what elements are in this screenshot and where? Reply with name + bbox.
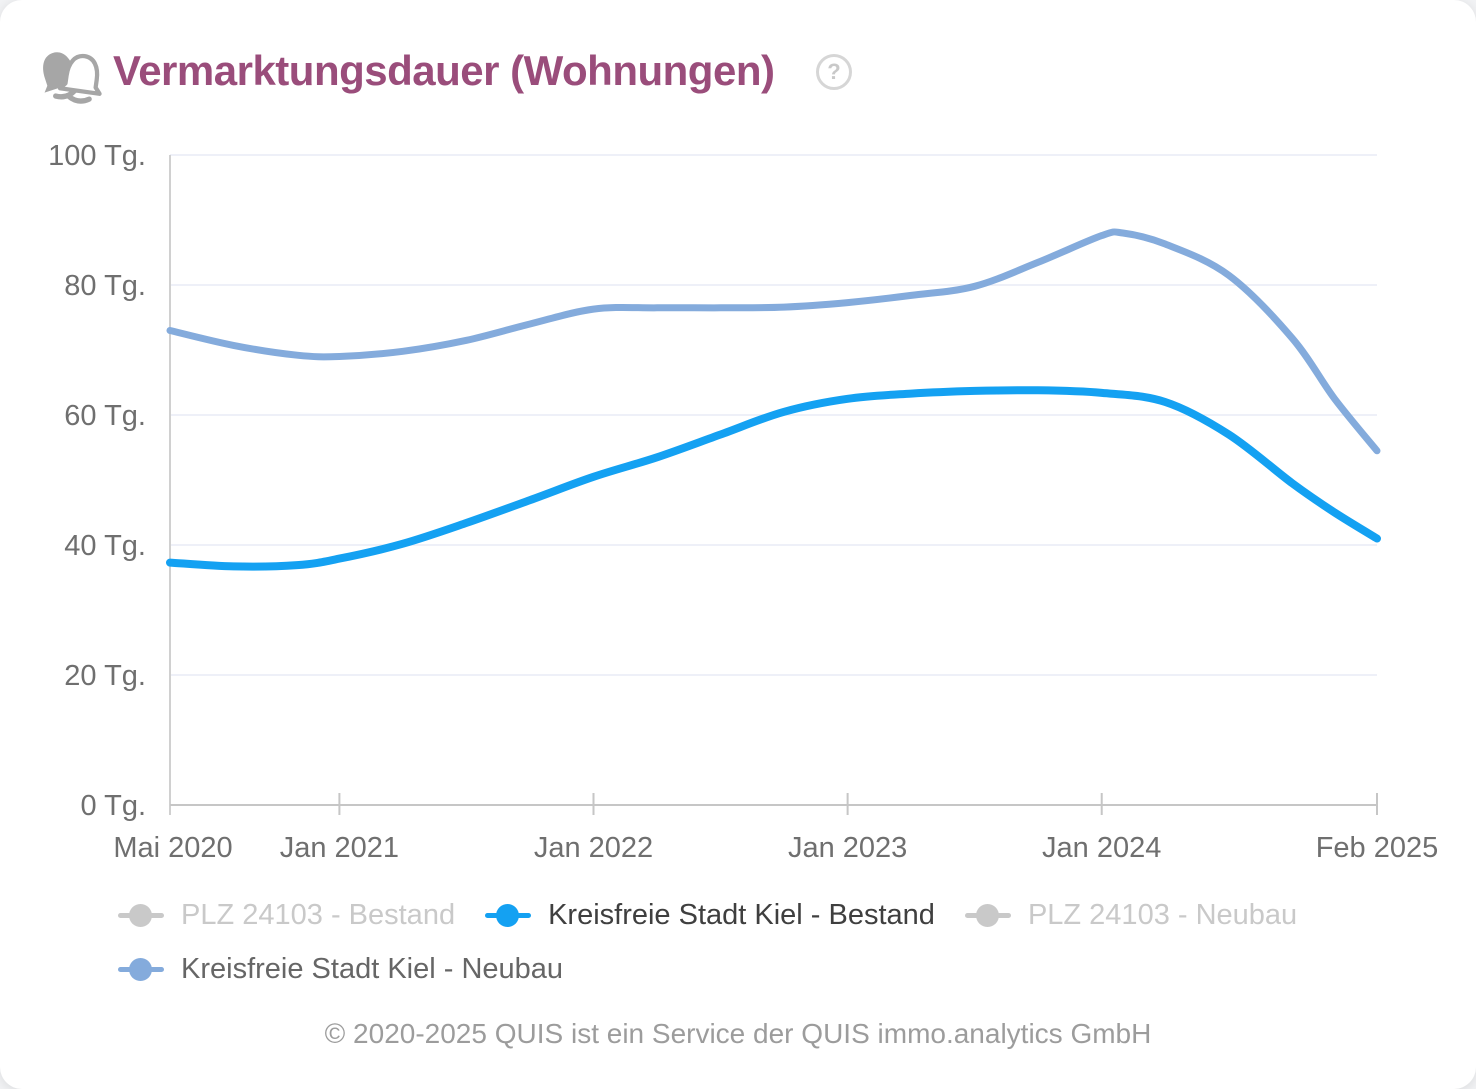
- x-tick-label: Jan 2023: [788, 832, 907, 864]
- series-line: [166, 386, 1381, 571]
- x-tick-label: Mai 2020: [113, 832, 232, 864]
- series-line: [166, 228, 1381, 455]
- page-title: Vermarktungsdauer (Wohnungen): [113, 47, 775, 94]
- help-glyph: ?: [827, 59, 841, 84]
- x-tick-label: Jan 2021: [280, 832, 399, 864]
- copyright-text: © 2020-2025 QUIS ist ein Service der QUI…: [324, 1018, 1152, 1049]
- legend-item-kiel-neubau[interactable]: Kreisfreie Stadt Kiel - Neubau: [118, 953, 563, 986]
- x-tick-label: Feb 2025: [1316, 832, 1439, 864]
- x-tick-label: Jan 2022: [534, 832, 653, 864]
- legend-row-2: Kreisfreie Stadt Kiel - Neubau: [118, 942, 1446, 996]
- legend-item-plz24103-bestand[interactable]: PLZ 24103 - Bestand: [118, 899, 455, 932]
- legend-row-1: PLZ 24103 - Bestand Kreisfreie Stadt Kie…: [118, 888, 1446, 942]
- series-marker-icon: [964, 903, 1011, 927]
- help-icon[interactable]: ?: [816, 54, 852, 90]
- y-tick-label: 0 Tg.: [80, 790, 146, 822]
- alert-bells-icon[interactable]: [32, 44, 110, 108]
- y-tick-label: 60 Tg.: [64, 400, 146, 432]
- series-marker-icon: [118, 903, 164, 927]
- legend-item-kiel-bestand[interactable]: Kreisfreie Stadt Kiel - Bestand: [485, 899, 935, 932]
- chart-legend: PLZ 24103 - Bestand Kreisfreie Stadt Kie…: [118, 888, 1446, 996]
- series-marker-icon: [485, 903, 532, 927]
- legend-item-label: Kreisfreie Stadt Kiel - Bestand: [548, 898, 935, 931]
- legend-item-label: PLZ 24103 - Bestand: [181, 898, 456, 931]
- legend-item-plz24103-neubau[interactable]: PLZ 24103 - Neubau: [964, 898, 1298, 932]
- legend-item-label: PLZ 24103 - Neubau: [1027, 898, 1298, 931]
- y-tick-label: 40 Tg.: [64, 530, 146, 562]
- y-tick-label: 100 Tg.: [48, 140, 146, 172]
- y-tick-label: 20 Tg.: [64, 660, 146, 692]
- legend-item-label: Kreisfreie Stadt Kiel - Neubau: [181, 952, 564, 985]
- x-tick-label: Jan 2024: [1042, 832, 1161, 864]
- series-marker-icon: [118, 957, 164, 981]
- y-tick-label: 80 Tg.: [64, 270, 146, 302]
